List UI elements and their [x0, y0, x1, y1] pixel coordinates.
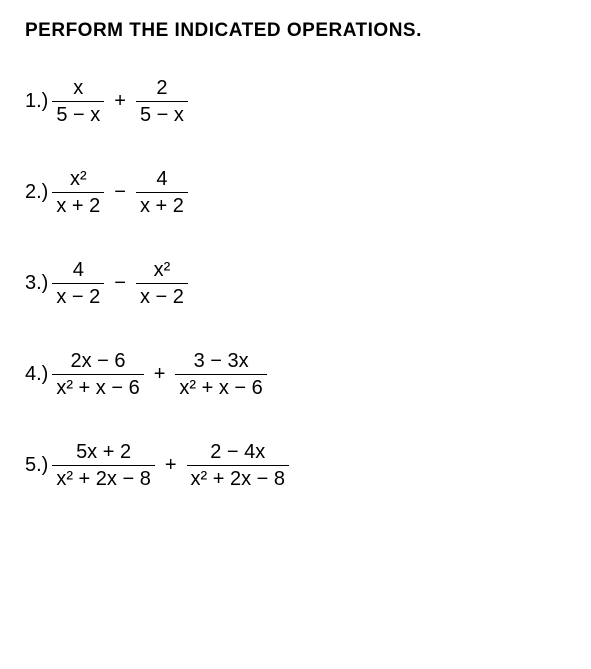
numerator: 4 [152, 168, 171, 192]
numerator: x [69, 77, 87, 101]
numerator: x² [150, 259, 175, 283]
problem-5: 5.) 5x + 2 x² + 2x − 8 + 2 − 4x x² + 2x … [25, 441, 566, 490]
numerator: 3 − 3x [190, 350, 253, 374]
fraction-1: x² x + 2 [52, 168, 104, 217]
problem-2: 2.) x² x + 2 − 4 x + 2 [25, 168, 566, 217]
denominator: x + 2 [52, 192, 104, 217]
denominator: 5 − x [136, 101, 188, 126]
denominator: x − 2 [52, 283, 104, 308]
page-title: PERFORM THE INDICATED OPERATIONS. [25, 20, 566, 42]
denominator: x + 2 [136, 192, 188, 217]
operator: + [154, 363, 166, 386]
problem-label: 1.) [25, 90, 48, 113]
problem-label: 3.) [25, 272, 48, 295]
problem-1: 1.) x 5 − x + 2 5 − x [25, 77, 566, 126]
fraction-1: x 5 − x [52, 77, 104, 126]
denominator: x² + x − 6 [52, 374, 143, 399]
operator: − [114, 272, 126, 295]
fraction-2: 2 5 − x [136, 77, 188, 126]
operator: + [114, 90, 126, 113]
numerator: x² [66, 168, 91, 192]
problem-4: 4.) 2x − 6 x² + x − 6 + 3 − 3x x² + x − … [25, 350, 566, 399]
fraction-1: 5x + 2 x² + 2x − 8 [52, 441, 155, 490]
denominator: x² + 2x − 8 [52, 465, 155, 490]
numerator: 5x + 2 [72, 441, 135, 465]
denominator: x − 2 [136, 283, 188, 308]
problem-3: 3.) 4 x − 2 − x² x − 2 [25, 259, 566, 308]
denominator: 5 − x [52, 101, 104, 126]
fraction-1: 2x − 6 x² + x − 6 [52, 350, 143, 399]
numerator: 2x − 6 [67, 350, 130, 374]
problem-label: 5.) [25, 454, 48, 477]
problem-label: 4.) [25, 363, 48, 386]
operator: − [114, 181, 126, 204]
numerator: 2 − 4x [206, 441, 269, 465]
denominator: x² + x − 6 [175, 374, 266, 399]
fraction-1: 4 x − 2 [52, 259, 104, 308]
numerator: 2 [152, 77, 171, 101]
fraction-2: x² x − 2 [136, 259, 188, 308]
problem-label: 2.) [25, 181, 48, 204]
fraction-2: 4 x + 2 [136, 168, 188, 217]
fraction-2: 3 − 3x x² + x − 6 [175, 350, 266, 399]
numerator: 4 [69, 259, 88, 283]
fraction-2: 2 − 4x x² + 2x − 8 [187, 441, 290, 490]
operator: + [165, 454, 177, 477]
denominator: x² + 2x − 8 [187, 465, 290, 490]
